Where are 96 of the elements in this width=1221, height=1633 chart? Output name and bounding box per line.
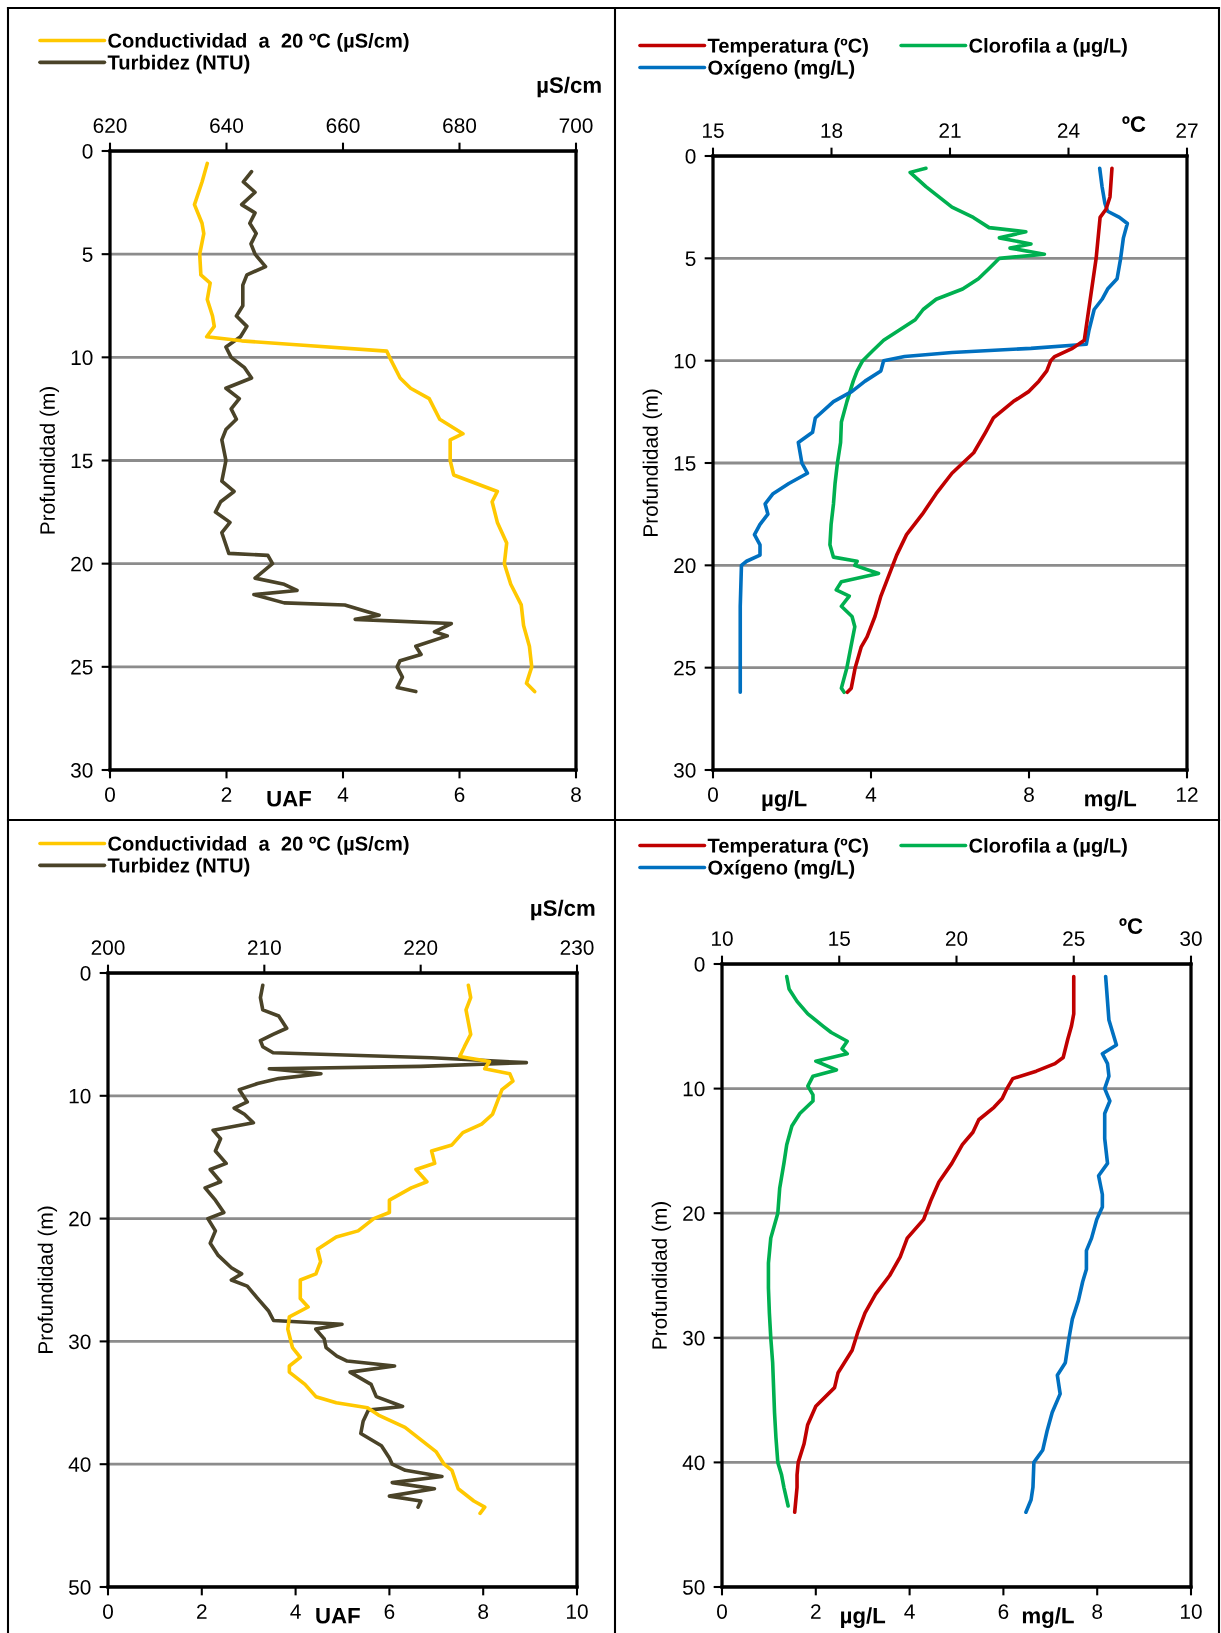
- line-series: [828, 166, 1047, 695]
- y-tick-label: 50: [69, 1580, 91, 1595]
- x-tick-label: 6: [384, 1604, 395, 1619]
- x-tick-label: 2: [197, 1604, 207, 1619]
- x2-tick-label: 680: [443, 118, 477, 133]
- legend-label: Conductividad a 20 ºC (µS/cm): [108, 836, 409, 855]
- y-tick-label: 20: [71, 556, 93, 572]
- text: µg/L: [762, 790, 807, 811]
- x-tick-label: 8: [571, 787, 581, 802]
- y-tick-label: 10: [69, 1088, 91, 1104]
- x2-axis-title: ºC: [1122, 116, 1146, 132]
- y-tick-label: 5: [82, 247, 93, 262]
- y-tick-label: 30: [68, 1334, 91, 1350]
- y-tick-label: 20: [674, 558, 696, 574]
- x-tick-label: 2: [221, 787, 232, 802]
- x2-tick-label: 15: [829, 931, 850, 946]
- legend-label: Oxígeno (mg/L): [708, 859, 855, 879]
- text: µg/L: [841, 1607, 886, 1628]
- x2-tick-label: 700: [559, 118, 593, 133]
- legend-label: Clorofila a (µg/L): [969, 38, 1127, 57]
- x-tick-label: 0: [708, 787, 718, 802]
- legend-label: Clorofila a (µg/L): [969, 838, 1127, 857]
- y-axis-title: Profundidad (m): [651, 1202, 672, 1349]
- y-tick-label: 25: [71, 659, 93, 675]
- y-tick-label: 20: [683, 1206, 705, 1221]
- x2-tick-label: 10: [712, 931, 733, 946]
- line-series: [766, 974, 850, 1508]
- y-tick-label: 15: [71, 453, 93, 469]
- x-tick-label: 8: [478, 1604, 489, 1619]
- y-tick-label: 30: [682, 1330, 705, 1346]
- legend-label: Turbidez (NTU): [107, 857, 250, 877]
- y-tick-label: 40: [682, 1455, 705, 1471]
- x-tick-label: 0: [105, 787, 115, 802]
- legend-label: Temperatura (ºC): [707, 838, 868, 857]
- text: mg/L: [1085, 790, 1137, 811]
- x2-tick-label: 24: [1057, 123, 1080, 138]
- legend-label: Turbidez (NTU): [107, 54, 250, 74]
- text: mg/L: [1022, 1607, 1074, 1628]
- y-tick-label: 0: [82, 144, 93, 159]
- x-tick-label: 10: [1181, 1604, 1202, 1619]
- legend-label: Temperatura (ºC): [707, 38, 868, 57]
- x-tick-label: 4: [904, 1604, 915, 1619]
- y-tick-label: 15: [674, 456, 696, 471]
- y-tick-label: 30: [70, 763, 93, 778]
- y-tick-label: 5: [685, 251, 696, 267]
- x-tick-label: 2: [811, 1604, 821, 1619]
- x2-tick-label: 25: [1063, 931, 1085, 946]
- y-tick-label: 10: [683, 1081, 705, 1097]
- x-tick-label: 0: [717, 1604, 727, 1619]
- x2-tick-label: 20: [945, 931, 968, 946]
- x2-tick-label: 18: [821, 123, 843, 138]
- line-series: [213, 169, 454, 694]
- y-axis-title: Profundidad (m): [642, 389, 663, 536]
- x2-tick-label: 620: [93, 118, 127, 133]
- y-tick-label: 10: [71, 350, 93, 366]
- y-axis-title: Profundidad (m): [39, 387, 60, 534]
- x-tick-label: 8: [1024, 787, 1034, 802]
- x-tick-label: 10: [567, 1604, 588, 1619]
- x2-tick-label: 210: [248, 940, 281, 955]
- x-tick-label: 6: [998, 1604, 1009, 1619]
- legend-label: Conductividad a 20 ºC (µS/cm): [108, 33, 409, 52]
- legend-label: Oxígeno (mg/L): [708, 59, 855, 79]
- x2-tick-label: 15: [703, 123, 724, 138]
- y-tick-label: 30: [673, 763, 696, 778]
- text: UAF: [316, 1608, 360, 1624]
- x2-tick-label: 21: [939, 123, 961, 138]
- line-series: [203, 983, 529, 1509]
- x2-axis-title: µS/cm: [537, 76, 601, 98]
- x2-axis-title: ºC: [1119, 918, 1143, 934]
- y-tick-label: 25: [674, 660, 696, 676]
- x-tick-label: 0: [103, 1604, 113, 1619]
- x-tick-label: 8: [1092, 1604, 1103, 1619]
- x-tick-label: 12: [1177, 787, 1198, 802]
- y-tick-label: 50: [683, 1580, 705, 1595]
- y-tick-label: 40: [68, 1457, 91, 1472]
- x2-tick-label: 230: [560, 940, 594, 955]
- x2-tick-label: 220: [404, 940, 438, 955]
- y-tick-label: 0: [685, 149, 696, 164]
- x2-tick-label: 30: [1180, 931, 1202, 946]
- x-tick-label: 4: [337, 787, 349, 802]
- x2-tick-label: 27: [1176, 123, 1198, 138]
- y-tick-label: 0: [80, 966, 91, 981]
- x2-tick-label: 200: [91, 940, 125, 955]
- y-tick-label: 10: [674, 353, 696, 369]
- x2-tick-label: 660: [326, 118, 360, 133]
- y-axis-title: Profundidad (m): [37, 1206, 58, 1353]
- x-tick-label: 6: [454, 787, 465, 802]
- line-series: [1024, 974, 1119, 1515]
- y-tick-label: 0: [694, 957, 705, 972]
- x2-tick-label: 640: [210, 118, 244, 133]
- line-series: [738, 166, 1130, 695]
- x2-axis-title: µS/cm: [531, 899, 595, 921]
- x-tick-label: 4: [290, 1604, 301, 1619]
- text: UAF: [267, 791, 311, 807]
- y-tick-label: 20: [69, 1211, 91, 1227]
- x-tick-label: 4: [865, 787, 877, 802]
